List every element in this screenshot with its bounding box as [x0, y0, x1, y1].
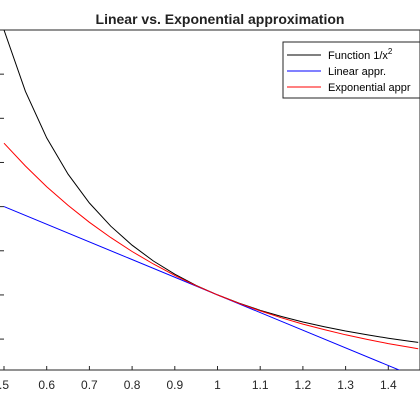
- legend: Function 1/x2 Linear appr. Exponential app…: [282, 41, 420, 99]
- x-tick-label: 1.4: [380, 378, 397, 392]
- x-tick-label: 0.9: [166, 378, 183, 392]
- legend-label: Linear appr.: [328, 66, 386, 78]
- x-tick-label: 1.3: [337, 378, 354, 392]
- x-tick-label: 0.8: [124, 378, 141, 392]
- x-tick-label: .5: [0, 378, 9, 392]
- legend-box: [282, 41, 420, 99]
- y-axis: [0, 29, 4, 340]
- x-tick-label: 0.7: [81, 378, 98, 392]
- x-axis: .5 0.6 0.7 0.8 0.9 1 1.1 1.2 1.3 1.4: [0, 366, 397, 392]
- x-tick-label: 1.1: [252, 378, 269, 392]
- x-tick-label: 1: [214, 378, 221, 392]
- legend-label: Function 1/x2: [328, 47, 393, 62]
- chart-title: Linear vs. Exponential approximation: [96, 11, 345, 27]
- series-line-exponential-appr: [3, 142, 419, 350]
- legend-label: Exponential appr: [328, 82, 411, 94]
- x-tick-label: 1.2: [295, 378, 312, 392]
- x-tick-label: 0.6: [38, 378, 55, 392]
- series-layer: [3, 30, 419, 370]
